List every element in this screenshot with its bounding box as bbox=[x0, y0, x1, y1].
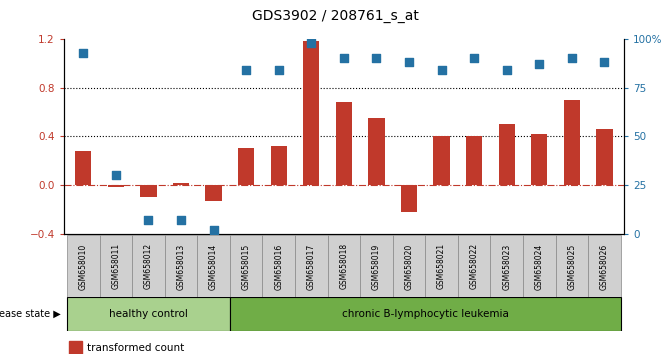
Bar bbox=[564, 100, 580, 185]
Bar bbox=[75, 151, 91, 185]
Text: GSM658010: GSM658010 bbox=[79, 243, 88, 290]
Bar bbox=[327, 235, 360, 297]
Bar bbox=[230, 297, 621, 331]
Bar bbox=[108, 185, 124, 187]
Point bbox=[501, 67, 512, 73]
Text: GSM658018: GSM658018 bbox=[340, 243, 348, 290]
Point bbox=[371, 56, 382, 61]
Point bbox=[566, 56, 577, 61]
Bar bbox=[67, 235, 99, 297]
Bar bbox=[556, 235, 588, 297]
Bar bbox=[336, 102, 352, 185]
Text: GSM658015: GSM658015 bbox=[242, 243, 251, 290]
Point bbox=[176, 217, 187, 223]
Text: GSM658016: GSM658016 bbox=[274, 243, 283, 290]
Bar bbox=[205, 185, 221, 201]
Point bbox=[306, 40, 317, 46]
Text: healthy control: healthy control bbox=[109, 309, 188, 319]
Bar bbox=[393, 235, 425, 297]
Text: GSM658026: GSM658026 bbox=[600, 243, 609, 290]
Text: GSM658013: GSM658013 bbox=[176, 243, 185, 290]
Text: GSM658024: GSM658024 bbox=[535, 243, 544, 290]
Point bbox=[241, 67, 252, 73]
Bar bbox=[466, 136, 482, 185]
Bar bbox=[99, 235, 132, 297]
Text: GSM658025: GSM658025 bbox=[568, 243, 576, 290]
Bar bbox=[360, 235, 393, 297]
Bar bbox=[433, 136, 450, 185]
Point bbox=[78, 50, 89, 55]
Point bbox=[404, 59, 415, 65]
Point bbox=[143, 217, 154, 223]
Bar bbox=[531, 134, 548, 185]
Point bbox=[338, 56, 349, 61]
Text: GDS3902 / 208761_s_at: GDS3902 / 208761_s_at bbox=[252, 9, 419, 23]
Text: transformed count: transformed count bbox=[87, 343, 185, 353]
Text: GSM658014: GSM658014 bbox=[209, 243, 218, 290]
Bar bbox=[140, 185, 156, 197]
Bar bbox=[197, 235, 230, 297]
Point bbox=[469, 56, 480, 61]
Point bbox=[273, 67, 284, 73]
Bar bbox=[173, 183, 189, 185]
Bar bbox=[523, 235, 556, 297]
Bar bbox=[401, 185, 417, 212]
Point bbox=[534, 61, 545, 67]
Bar bbox=[597, 129, 613, 185]
Text: chronic B-lymphocytic leukemia: chronic B-lymphocytic leukemia bbox=[342, 309, 509, 319]
Bar bbox=[67, 297, 230, 331]
Bar bbox=[69, 341, 82, 354]
Bar bbox=[262, 235, 295, 297]
Bar bbox=[499, 124, 515, 185]
Point bbox=[436, 67, 447, 73]
Point bbox=[111, 172, 121, 178]
Text: GSM658020: GSM658020 bbox=[405, 243, 413, 290]
Point bbox=[208, 227, 219, 233]
Text: GSM658022: GSM658022 bbox=[470, 243, 478, 290]
Text: GSM658021: GSM658021 bbox=[437, 243, 446, 290]
Text: GSM658019: GSM658019 bbox=[372, 243, 381, 290]
Text: GSM658011: GSM658011 bbox=[111, 243, 120, 290]
Bar bbox=[230, 235, 262, 297]
Point bbox=[599, 59, 610, 65]
Text: GSM658012: GSM658012 bbox=[144, 243, 153, 290]
Bar bbox=[368, 118, 384, 185]
Bar bbox=[491, 235, 523, 297]
Bar bbox=[458, 235, 491, 297]
Bar bbox=[295, 235, 327, 297]
Bar bbox=[270, 146, 287, 185]
Bar bbox=[588, 235, 621, 297]
Bar bbox=[425, 235, 458, 297]
Bar bbox=[164, 235, 197, 297]
Text: GSM658017: GSM658017 bbox=[307, 243, 316, 290]
Bar bbox=[132, 235, 164, 297]
Text: GSM658023: GSM658023 bbox=[503, 243, 511, 290]
Bar bbox=[303, 41, 319, 185]
Bar bbox=[238, 148, 254, 185]
Text: disease state ▶: disease state ▶ bbox=[0, 309, 60, 319]
